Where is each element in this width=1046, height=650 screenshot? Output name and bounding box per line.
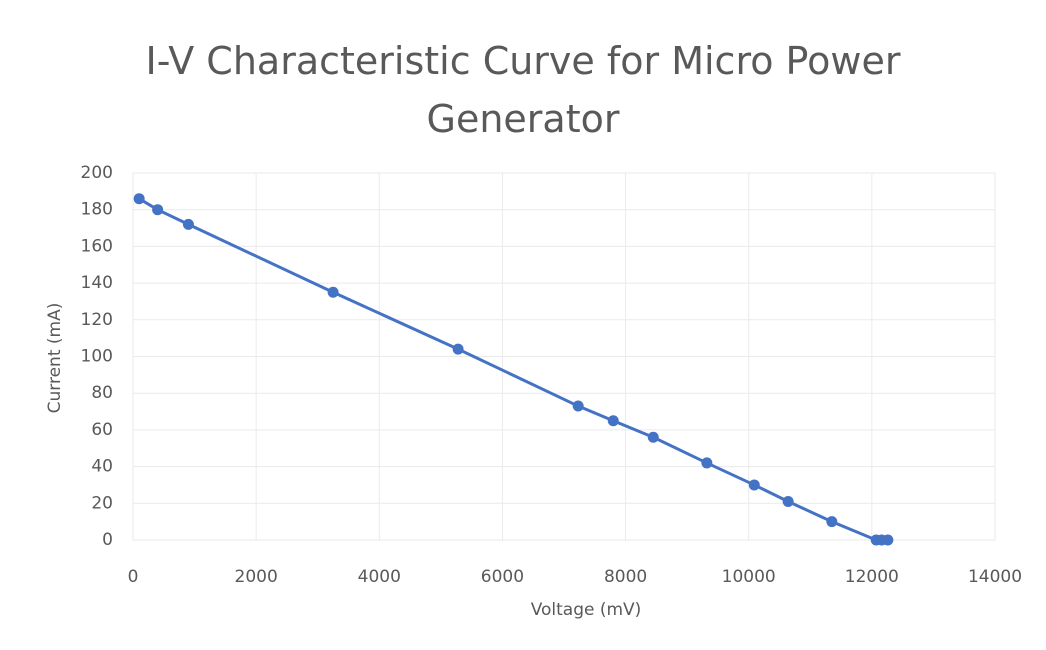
y-tick-label: 60: [91, 420, 113, 440]
x-tick-label: 0: [128, 567, 139, 587]
x-tick-label: 14000: [968, 567, 1022, 587]
data-point: [826, 516, 838, 528]
y-tick-label: 100: [81, 347, 113, 367]
x-tick-label: 12000: [845, 567, 899, 587]
x-tick-label: 6000: [481, 567, 524, 587]
data-point: [782, 495, 794, 507]
x-tick-label: 4000: [358, 567, 401, 587]
data-point: [882, 534, 894, 546]
data-point: [182, 218, 194, 230]
y-tick-label: 0: [102, 530, 113, 550]
y-tick-label: 140: [81, 273, 113, 293]
data-point: [748, 479, 760, 491]
data-point: [133, 193, 145, 205]
series-line: [138, 197, 888, 542]
y-tick-label: 120: [81, 310, 113, 330]
x-axis-label: Voltage (mV): [531, 600, 642, 620]
data-point: [152, 204, 164, 216]
data-point: [327, 286, 339, 298]
chart-title: I-V Characteristic Curve for Micro Power…: [145, 39, 901, 141]
y-tick-label: 20: [91, 493, 113, 513]
data-point: [607, 415, 619, 427]
x-tick-label: 10000: [722, 567, 776, 587]
data-point: [647, 431, 659, 443]
y-tick-label: 160: [81, 236, 113, 256]
y-axis-label: Current (mA): [45, 303, 65, 414]
y-tick-label: 40: [91, 457, 113, 477]
data-point: [701, 457, 713, 469]
x-tick-label: 2000: [235, 567, 278, 587]
y-tick-label: 200: [81, 163, 113, 183]
data-point: [452, 343, 464, 355]
x-tick-label: 8000: [604, 567, 647, 587]
data-point: [572, 400, 584, 412]
y-tick-label: 80: [91, 383, 113, 403]
y-tick-label: 180: [81, 200, 113, 220]
